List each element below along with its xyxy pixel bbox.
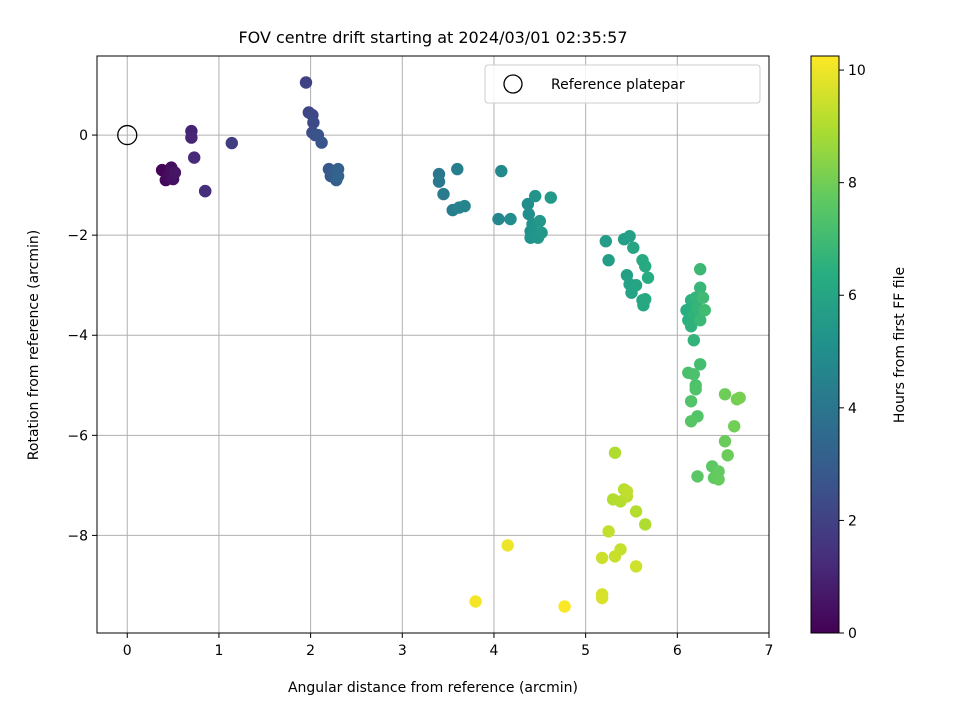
data-point (185, 131, 198, 144)
data-point (728, 420, 741, 433)
data-point (307, 116, 320, 129)
data-point (432, 175, 446, 188)
data-point (544, 191, 557, 204)
colorbar-tick-label: 8 (848, 176, 857, 192)
data-point (299, 76, 313, 89)
legend: Reference platepar (484, 64, 761, 104)
data-point (687, 368, 700, 381)
x-axis-ticks: 0 1 2 3 4 5 6 7 (123, 633, 774, 659)
data-point (602, 525, 615, 538)
data-point (698, 304, 711, 317)
legend-entry: Reference platepar (551, 77, 685, 93)
legend-reference-marker (503, 74, 523, 94)
data-point (684, 395, 698, 408)
data-point (694, 281, 707, 294)
x-axis-label: Angular distance from reference (arcmin) (288, 680, 578, 696)
x-tick-label: 5 (581, 643, 590, 659)
data-point (733, 391, 746, 404)
data-point (599, 235, 612, 248)
reference-marker (117, 124, 138, 146)
data-point (629, 279, 643, 292)
colorbar (810, 55, 840, 634)
data-point (691, 470, 704, 483)
data-point (469, 595, 482, 608)
chart-title: FOV centre drift starting at 2024/03/01 … (238, 28, 627, 47)
data-point (331, 169, 345, 183)
y-axis-label: Rotation from reference (arcmin) (26, 230, 42, 460)
x-tick-label: 7 (765, 643, 774, 659)
reference-platepar-point (117, 124, 138, 146)
y-tick-label: −4 (67, 328, 88, 344)
data-point (718, 388, 732, 401)
colorbar-tick-label: 10 (848, 63, 866, 79)
colorbar-tick-label: 2 (848, 513, 857, 529)
y-tick-label: −2 (67, 228, 88, 244)
data-point (627, 241, 640, 254)
data-point (533, 214, 546, 228)
y-tick-label: −8 (67, 528, 88, 544)
y-tick-label: 0 (79, 128, 88, 144)
data-point (641, 271, 655, 284)
data-point (687, 334, 700, 347)
data-point (694, 314, 707, 327)
colorbar-label: Hours from first FF file (892, 267, 908, 423)
data-point (696, 291, 710, 304)
x-tick-label: 3 (398, 643, 407, 659)
x-tick-label: 6 (673, 643, 682, 659)
data-point (608, 446, 622, 459)
data-point (188, 151, 201, 164)
data-point (620, 485, 634, 498)
data-point (458, 199, 471, 213)
data-point (689, 383, 702, 396)
data-point (684, 415, 698, 428)
colorbar-tick-label: 4 (848, 401, 857, 417)
colorbar-tick-label: 0 (848, 626, 857, 642)
data-point (629, 560, 643, 573)
data-point (712, 473, 725, 486)
data-point (529, 189, 542, 203)
data-point (492, 212, 505, 226)
plot-frame (96, 55, 770, 634)
data-point (501, 539, 514, 552)
x-tick-label: 0 (123, 643, 132, 659)
data-point (694, 358, 707, 371)
y-axis-ticks: 0 −2 −4 −6 −8 (67, 128, 97, 544)
data-point (522, 207, 535, 221)
data-point (168, 166, 182, 179)
data-point (684, 320, 698, 333)
data-point (639, 260, 652, 273)
data-point (535, 226, 548, 239)
colorbar-ticks: 0 2 4 6 8 10 (839, 63, 866, 642)
data-point (495, 164, 508, 178)
data-point (315, 136, 328, 149)
data-point (437, 187, 450, 201)
data-point (639, 293, 652, 306)
data-point (718, 435, 732, 448)
data-point (639, 518, 652, 531)
data-point (558, 600, 571, 613)
data-points (155, 76, 746, 613)
grid (97, 56, 770, 633)
x-tick-label: 1 (214, 643, 223, 659)
data-point (623, 230, 636, 243)
colorbar-tick-label: 6 (848, 288, 857, 304)
y-tick-label: −6 (67, 428, 88, 444)
data-point (629, 505, 643, 518)
data-point (694, 263, 707, 276)
data-point (225, 136, 238, 150)
data-point (504, 212, 517, 226)
x-tick-label: 2 (306, 643, 315, 659)
data-point (521, 197, 535, 211)
data-point (595, 591, 609, 605)
data-point (602, 254, 615, 267)
data-point (595, 551, 609, 565)
legend-box (484, 64, 761, 104)
data-point (721, 449, 734, 462)
data-point (608, 550, 622, 563)
data-point (199, 184, 212, 198)
data-point (451, 162, 464, 176)
x-tick-label: 4 (490, 643, 499, 659)
